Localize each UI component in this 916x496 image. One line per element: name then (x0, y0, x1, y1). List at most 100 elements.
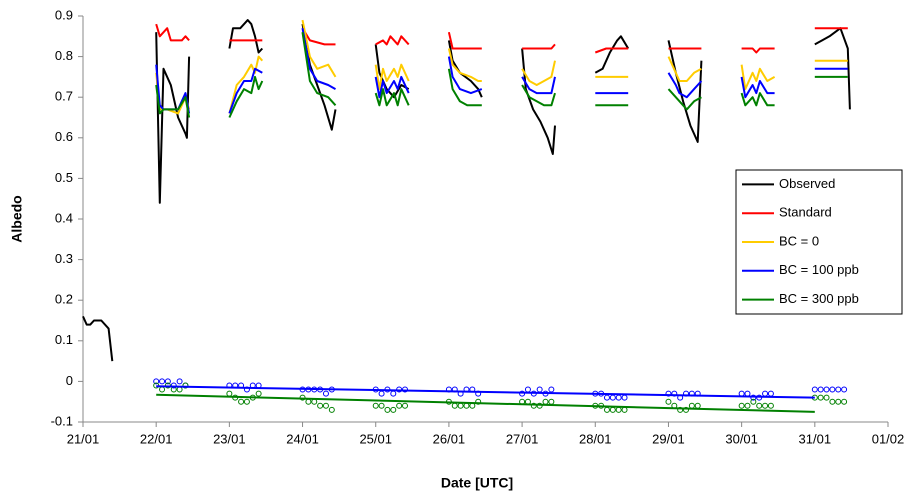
marker (609, 406, 616, 413)
marker (738, 402, 745, 409)
marker (176, 386, 183, 393)
legend-label: BC = 300 ppb (779, 291, 859, 306)
y-tick-label: 0.9 (55, 7, 73, 22)
marker (451, 402, 458, 409)
x-axis-label: Date [UTC] (441, 475, 513, 491)
trend-line (156, 393, 815, 413)
marker (305, 398, 312, 405)
marker (841, 386, 848, 393)
marker (322, 390, 329, 397)
marker (609, 394, 616, 401)
marker (182, 382, 189, 389)
marker (390, 390, 397, 397)
marker (829, 398, 836, 405)
marker (829, 386, 836, 393)
marker (328, 406, 335, 413)
marker (390, 406, 397, 413)
x-tick-label: 23/01 (213, 431, 246, 446)
x-tick-label: 26/01 (433, 431, 466, 446)
series-line (155, 19, 848, 115)
y-tick-label: 0.1 (55, 332, 73, 347)
marker (677, 406, 684, 413)
marker (744, 402, 751, 409)
y-tick-label: 0.7 (55, 89, 73, 104)
y-tick-label: 0.6 (55, 129, 73, 144)
x-tick-label: 31/01 (799, 431, 832, 446)
marker (372, 402, 379, 409)
marker (536, 386, 543, 393)
x-tick-label: 25/01 (359, 431, 392, 446)
marker (396, 402, 403, 409)
marker (762, 402, 769, 409)
series-line (82, 19, 851, 362)
legend-label: Observed (779, 176, 835, 191)
marker (817, 394, 824, 401)
marker (548, 386, 555, 393)
marker (255, 390, 262, 397)
marker (603, 394, 610, 401)
marker (548, 398, 555, 405)
marker (226, 390, 233, 397)
marker (750, 394, 757, 401)
x-tick-label: 01/02 (872, 431, 905, 446)
marker (750, 398, 757, 405)
marker (835, 386, 842, 393)
marker (384, 406, 391, 413)
y-tick-label: -0.1 (51, 413, 73, 428)
x-tick-label: 24/01 (286, 431, 319, 446)
marker (243, 398, 250, 405)
marker (170, 382, 177, 389)
marker (811, 386, 818, 393)
x-tick-label: 21/01 (67, 431, 100, 446)
marker (159, 378, 166, 385)
marker (603, 406, 610, 413)
y-tick-label: 0.5 (55, 170, 73, 185)
marker (524, 386, 531, 393)
marker (683, 406, 690, 413)
x-tick-label: 29/01 (652, 431, 685, 446)
marker (841, 398, 848, 405)
x-tick-label: 30/01 (725, 431, 758, 446)
marker (402, 402, 408, 409)
marker (762, 390, 769, 397)
legend-label: BC = 100 ppb (779, 262, 859, 277)
marker (238, 398, 245, 405)
marker (665, 398, 672, 405)
marker (744, 390, 751, 397)
marker (621, 406, 628, 413)
marker (756, 402, 763, 409)
marker (402, 386, 408, 393)
marker (823, 394, 830, 401)
trend-line (156, 385, 815, 399)
y-tick-label: 0 (66, 373, 73, 388)
x-tick-label: 28/01 (579, 431, 612, 446)
marker (823, 386, 830, 393)
marker (153, 378, 160, 385)
marker (475, 398, 482, 405)
marker (159, 386, 166, 393)
marker (322, 402, 329, 409)
marker (767, 402, 774, 409)
marker (530, 402, 537, 409)
x-tick-label: 27/01 (506, 431, 539, 446)
marker (311, 398, 318, 405)
series-line (155, 32, 848, 118)
marker (378, 390, 385, 397)
marker (317, 402, 324, 409)
marker (378, 402, 385, 409)
y-tick-label: 0.4 (55, 210, 73, 225)
y-tick-label: 0.3 (55, 251, 73, 266)
marker (621, 394, 628, 401)
x-tick-label: 22/01 (140, 431, 173, 446)
marker (688, 402, 695, 409)
marker (615, 394, 622, 401)
marker (457, 402, 464, 409)
y-axis-label: Albedo (9, 195, 25, 242)
legend-label: Standard (779, 205, 832, 220)
marker (694, 402, 701, 409)
marker (767, 390, 774, 397)
y-tick-label: 0.2 (55, 292, 73, 307)
legend-label: BC = 0 (779, 233, 819, 248)
